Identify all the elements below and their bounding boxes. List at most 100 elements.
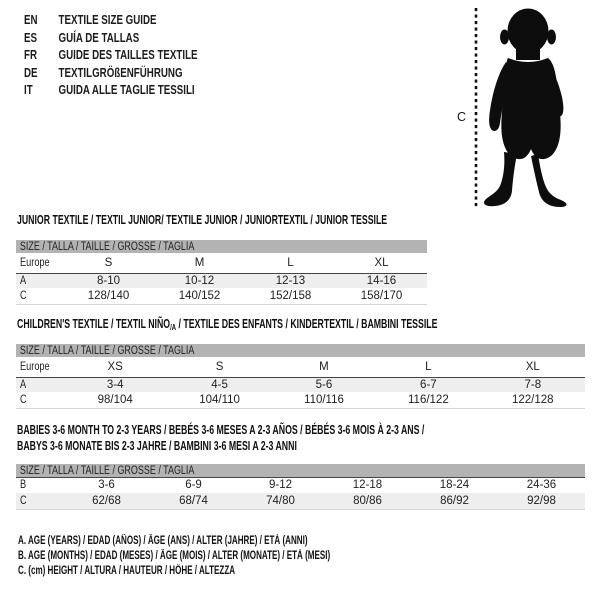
babies-table-title: BABIES 3-6 MONTH TO 2-3 YEARS / BEBÉS 3-… [17, 423, 599, 454]
language-title: GUIDA ALLE TAGLIE TESSILI [58, 82, 195, 98]
row-label: Europe [20, 361, 50, 373]
table-row-age: A 8-10 10-12 12-13 14-16 [16, 273, 427, 288]
size-header-label: SIZE / TALLA / TAILLE / GRÖSSE / TAGLIA [19, 344, 195, 357]
size-cell: XL [525, 361, 540, 373]
table-row-height: C 62/68 68/74 74/80 80/86 86/92 92/98 [16, 492, 585, 509]
size-header-row: SIZE / TALLA / TAILLE / GRÖSSE / TAGLIA [16, 464, 585, 478]
language-code: EN [24, 12, 38, 27]
size-cell: L [425, 361, 432, 373]
children-table-title-text: CHILDREN'S TEXTILE / TEXTIL NIÑO/A / TEX… [17, 317, 437, 336]
babies-table-title-line2: BABYS 3-6 MONATE BIS 2-3 JAHRE / BAMBINI… [17, 438, 297, 453]
title-subscript: /A [170, 322, 177, 332]
language-title: TEXTILGRÖßENFÜHRUNG [58, 64, 183, 80]
babies-table-title-line1: BABIES 3-6 MONTH TO 2-3 YEARS / BEBÉS 3-… [17, 423, 425, 437]
size-header-label: SIZE / TALLA / TAILLE / GRÖSSE / TAGLIA [19, 240, 195, 253]
size-header-row: SIZE / TALLA / TAILLE / GRÖSSE / TAGLIA [16, 344, 585, 357]
age-cell: 3-6 [63, 477, 150, 493]
size-cell: M [194, 257, 205, 269]
language-item-it: IT GUIDA ALLE TAGLIE TESSILI [24, 81, 255, 99]
row-label: B [20, 479, 27, 492]
age-cell: 8-10 [63, 273, 154, 288]
language-code: ES [24, 29, 38, 45]
row-label: A [20, 275, 27, 287]
size-header-label: SIZE / TALLA / TAILLE / GRÖSSE / TAGLIA [19, 464, 195, 477]
height-cell: 68/74 [150, 492, 237, 509]
height-label: C [457, 110, 466, 124]
row-label: Europe [20, 257, 50, 269]
title-segment: CHILDREN'S TEXTILE / TEXTIL NIÑO [17, 317, 171, 331]
row-label: C [20, 494, 27, 507]
junior-size-table: SIZE / TALLA / TAILLE / GRÖSSE / TAGLIA … [16, 240, 427, 305]
height-cell: 80/86 [324, 492, 411, 509]
height-cell: 74/80 [237, 492, 324, 509]
language-code: FR [24, 47, 38, 63]
age-cell: 10-12 [154, 273, 245, 288]
size-cell: XL [374, 257, 389, 269]
age-cell: 18-24 [411, 477, 498, 493]
children-size-table: SIZE / TALLA / TAILLE / GRÖSSE / TAGLIA … [16, 344, 585, 409]
height-cell: 128/140 [87, 290, 130, 302]
age-cell: 12-13 [245, 273, 336, 288]
language-title: TEXTILE SIZE GUIDE [58, 12, 157, 27]
language-item-es: ES GUÍA DE TALLAS [24, 29, 255, 47]
height-cell: 116/122 [408, 394, 449, 406]
age-cell: 3-4 [63, 377, 168, 392]
height-cell: 92/98 [498, 492, 585, 509]
size-cell: XS [107, 361, 123, 373]
age-cell: 6-7 [376, 377, 481, 392]
table-row-height: C 98/104 104/110 110/116 116/122 122/128 [16, 392, 585, 409]
legend: A. AGE (YEARS) / EDAD (AÑOS) / ÂGE (ANS)… [18, 534, 464, 580]
row-label: C [20, 290, 27, 302]
row-label: A [20, 379, 27, 391]
language-code: IT [24, 82, 33, 98]
legend-text: C. (cm) HEIGHT / ALTURA / HAUTEUR / HÖHE… [18, 565, 236, 578]
age-cell: 24-36 [498, 477, 585, 493]
age-cell: 6-9 [150, 477, 237, 493]
legend-item-b: B. AGE (MONTHS) / EDAD (MESES) / ÂGE (MO… [18, 549, 464, 564]
size-header-row: SIZE / TALLA / TAILLE / GRÖSSE / TAGLIA [16, 240, 427, 253]
height-cell: 104/110 [199, 394, 240, 406]
legend-text: B. AGE (MONTHS) / EDAD (MESES) / ÂGE (MO… [18, 550, 331, 563]
babies-size-table: SIZE / TALLA / TAILLE / GRÖSSE / TAGLIA … [16, 464, 585, 510]
table-row-age: A 3-4 4-5 5-6 6-7 7-8 [16, 377, 585, 392]
height-cell: 158/170 [360, 290, 403, 302]
height-cell: 140/152 [178, 290, 221, 302]
size-cell: M [319, 361, 329, 373]
table-row-europe: Europe S M L XL [16, 253, 427, 274]
height-cell: 152/158 [269, 290, 312, 302]
height-cell: 86/92 [411, 492, 498, 509]
table-row-height: C 128/140 140/152 152/158 158/170 [16, 288, 427, 305]
age-cell: 5-6 [271, 377, 377, 392]
legend-item-c: C. (cm) HEIGHT / ALTURA / HAUTEUR / HÖHE… [18, 564, 464, 579]
height-figure: C [457, 8, 567, 207]
title-segment: / TEXTILE DES ENFANTS / KINDERTEXTIL / B… [176, 317, 438, 331]
language-title: GUÍA DE TALLAS [58, 29, 140, 45]
language-title: GUIDE DES TAILLES TEXTILE [58, 47, 198, 63]
language-item-en: EN TEXTILE SIZE GUIDE [24, 11, 255, 29]
language-list: EN TEXTILE SIZE GUIDE ES GUÍA DE TALLAS FR… [24, 11, 255, 99]
junior-table-title-text: JUNIOR TEXTILE / TEXTIL JUNIOR/ TEXTILE … [17, 213, 388, 227]
baby-silhouette-icon [484, 8, 567, 207]
table-row-age-months: B 3-6 6-9 9-12 12-18 18-24 24-36 [16, 477, 585, 493]
size-cell: L [287, 257, 294, 269]
height-cell: 110/116 [304, 394, 344, 406]
legend-text: A. AGE (YEARS) / EDAD (AÑOS) / ÂGE (ANS)… [18, 535, 308, 547]
height-cell: 98/104 [97, 394, 133, 406]
age-cell: 4-5 [167, 377, 272, 392]
children-table-title: CHILDREN'S TEXTILE / TEXTIL NIÑO/A / TEX… [17, 317, 600, 336]
table-row-europe: Europe XS S M L XL [16, 357, 585, 378]
legend-item-a: A. AGE (YEARS) / EDAD (AÑOS) / ÂGE (ANS)… [18, 534, 464, 549]
size-cell: S [215, 361, 224, 373]
height-cell: 62/68 [63, 492, 150, 509]
height-cell: 122/128 [511, 394, 554, 406]
language-item-de: DE TEXTILGRÖßENFÜHRUNG [24, 64, 255, 82]
language-item-fr: FR GUIDE DES TAILLES TEXTILE [24, 46, 255, 64]
size-cell: S [104, 257, 113, 269]
age-cell: 14-16 [336, 273, 427, 288]
language-code: DE [24, 64, 38, 80]
age-cell: 7-8 [480, 377, 585, 392]
age-cell: 9-12 [237, 477, 324, 493]
age-cell: 12-18 [324, 477, 411, 493]
row-label: C [20, 394, 27, 406]
